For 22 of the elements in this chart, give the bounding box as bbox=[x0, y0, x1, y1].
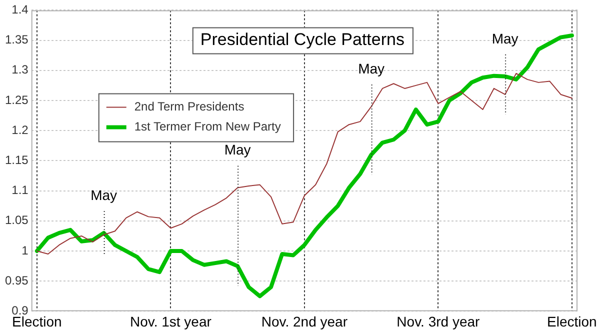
annotation: May bbox=[358, 60, 385, 76]
annotation: May bbox=[492, 30, 518, 46]
y-tick-label: 1.05 bbox=[4, 213, 29, 228]
x-tick-label: Nov. 3rd year bbox=[396, 313, 480, 330]
y-tick-label: 1.1 bbox=[12, 183, 29, 198]
x-tick-label: Nov. 2nd year bbox=[261, 313, 348, 330]
x-tick-label: Nov. 1st year bbox=[130, 313, 212, 330]
y-tick-label: 1.3 bbox=[12, 62, 29, 77]
x-tick-label: Election bbox=[547, 313, 597, 330]
legend-label: 2nd Term Presidents bbox=[134, 100, 244, 114]
y-tick-label: 1.25 bbox=[4, 92, 29, 107]
annotation: May bbox=[90, 186, 118, 203]
y-tick-label: 1 bbox=[22, 243, 29, 258]
y-tick-label: 1.35 bbox=[4, 32, 29, 47]
y-tick-label: 1.2 bbox=[12, 122, 29, 137]
text: Presidential Cycle Patterns bbox=[200, 30, 404, 49]
annotation: May bbox=[224, 142, 251, 158]
y-tick-label: 0.95 bbox=[4, 273, 29, 288]
y-tick-label: 1.4 bbox=[12, 2, 29, 17]
x-tick-label: Election bbox=[12, 313, 62, 330]
y-tick-label: 1.15 bbox=[4, 153, 29, 168]
legend-label: 1st Termer From New Party bbox=[134, 120, 281, 134]
